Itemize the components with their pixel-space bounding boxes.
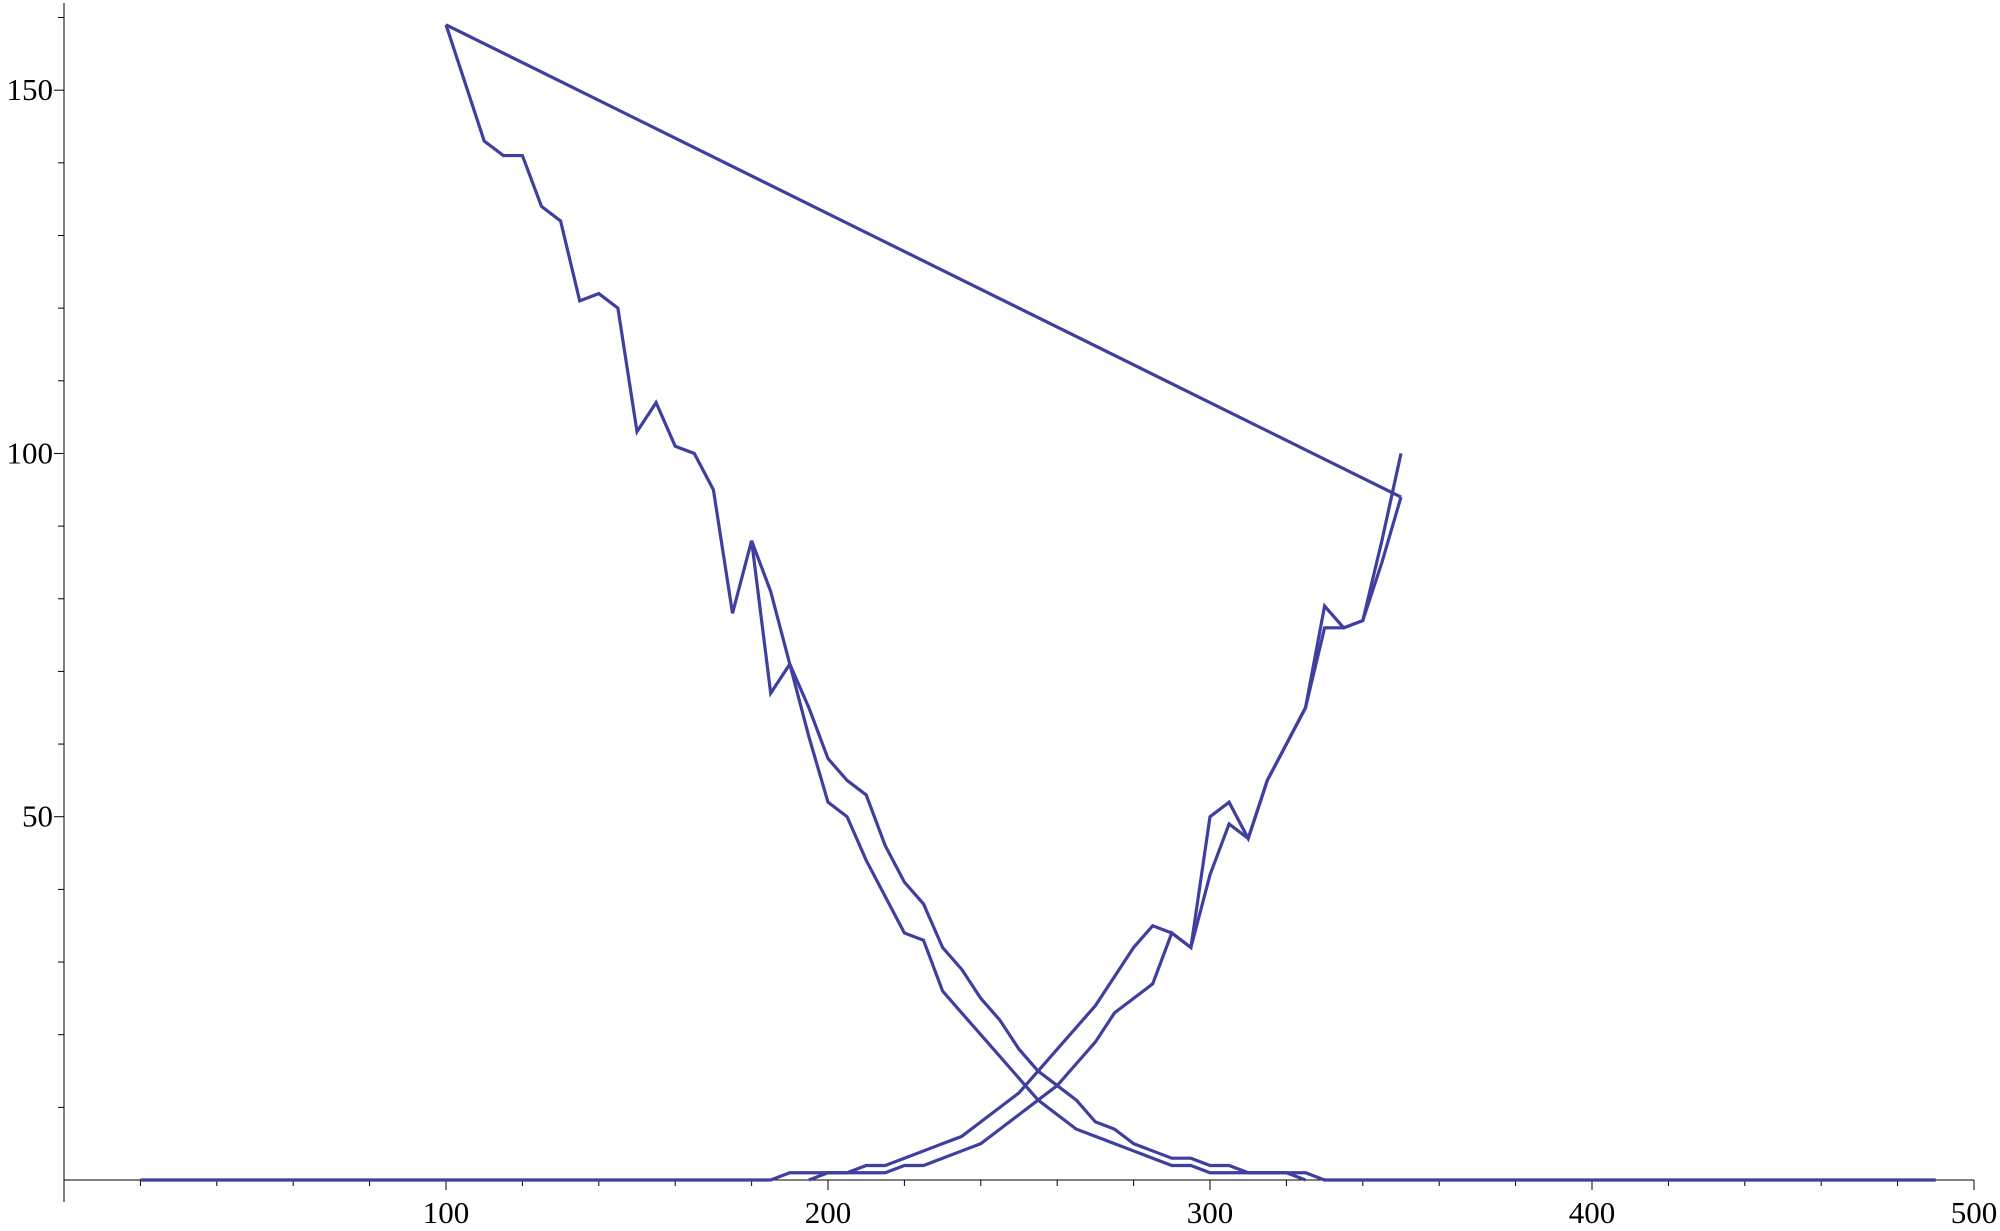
x-tick-label: 500	[1951, 1195, 1998, 1230]
series-line-2	[140, 453, 1403, 1182]
x-tick-label: 300	[1187, 1195, 1234, 1230]
series-line-4	[750, 540, 1307, 1182]
series-line-3	[445, 23, 1402, 499]
x-tick-label: 200	[805, 1195, 852, 1230]
x-tick-label: 100	[423, 1195, 470, 1230]
series-line-5	[808, 496, 1403, 1182]
series-line-1	[444, 24, 1936, 1182]
y-tick-label: 100	[7, 435, 54, 470]
x-tick-label: 400	[1569, 1195, 1616, 1230]
series-layer	[140, 23, 1936, 1182]
y-tick-label: 150	[7, 72, 54, 107]
axes-layer: 100 200 300 400 500 50 100 150	[7, 3, 1998, 1230]
y-tick-label: 50	[22, 799, 53, 834]
